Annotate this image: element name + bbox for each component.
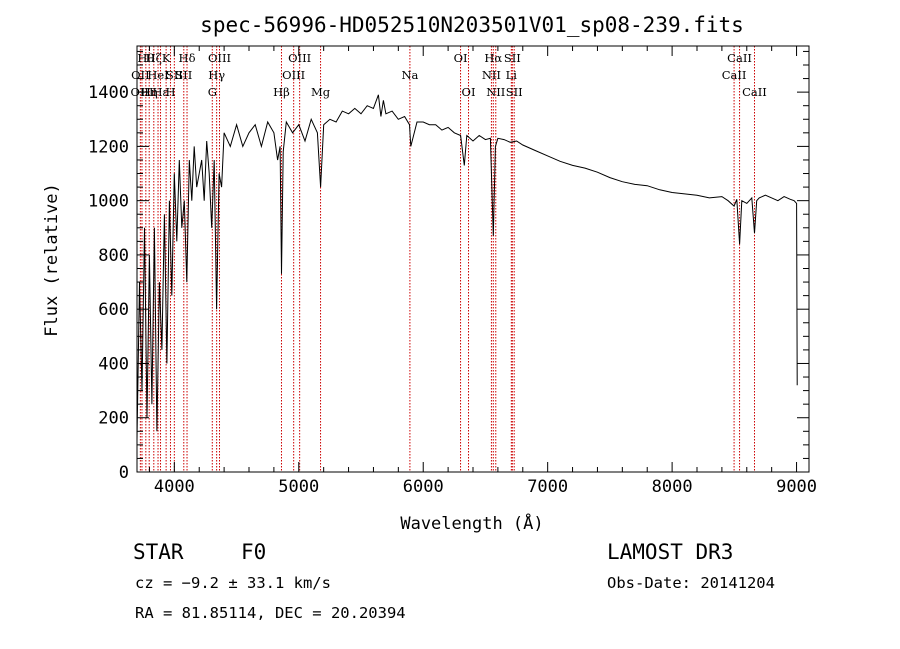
line-marker-label-24: NII: [486, 85, 505, 99]
line-marker-label-23: NII: [482, 68, 501, 82]
line-marker-label-8: H: [165, 85, 175, 99]
line-marker-label-28: CaII: [727, 51, 752, 65]
line-marker-label-27: SII: [506, 85, 523, 99]
line-marker-label-12: OIII: [208, 51, 231, 65]
line-marker-label-6: Hε: [153, 85, 169, 99]
line-marker-label-22: Hα: [484, 51, 502, 65]
y-tick-label-7: 1400: [88, 83, 129, 103]
line-marker-label-30: CaII: [742, 85, 767, 99]
spectrum-series: [136, 94, 798, 440]
line-marker-label-10: Hδ: [179, 51, 196, 65]
x-tick-label-1: 5000: [278, 477, 319, 497]
line-marker-label-1: OIII: [130, 85, 153, 99]
y-tick-label-4: 800: [98, 246, 129, 266]
redshift-velocity: cz = −9.2 ± 33.1 km/s: [135, 574, 331, 592]
y-axis-label: Flux (relative): [42, 183, 62, 337]
line-marker-label-16: OIII: [288, 51, 311, 65]
series-line-spectrum: [136, 94, 798, 440]
line-marker-label-19: Na: [401, 68, 418, 82]
line-marker-label-0: OII: [131, 68, 150, 82]
line-marker-label-14: G: [208, 85, 217, 99]
emission-line-markers: [139, 46, 755, 472]
y-tick-label-5: 1000: [88, 192, 129, 212]
line-marker-label-11: SII: [175, 68, 192, 82]
x-tick-label-2: 6000: [403, 477, 444, 497]
survey-name: LAMOST DR3: [607, 540, 734, 564]
y-tick-label-3: 600: [98, 300, 129, 320]
chart-title: spec-56996-HD052510N203501V01_sp08-239.f…: [200, 13, 744, 37]
line-marker-label-21: OI: [462, 85, 476, 99]
line-marker-label-9: SII: [166, 68, 183, 82]
object-class: STAR: [133, 540, 184, 564]
line-marker-label-20: OI: [454, 51, 468, 65]
coordinates: RA = 81.85114, DEC = 20.20394: [135, 604, 406, 622]
line-marker-label-2: Hθ: [137, 51, 154, 65]
line-marker-label-25: SII: [504, 51, 521, 65]
line-marker-label-26: Li: [506, 68, 518, 82]
observation-date: Obs-Date: 20141204: [607, 574, 775, 592]
x-tick-label-5: 9000: [776, 477, 817, 497]
line-marker-label-15: Hβ: [273, 85, 290, 99]
line-marker-label-13: Hγ: [208, 68, 225, 82]
y-tick-label-1: 200: [98, 409, 129, 429]
line-marker-label-4: Hζ: [146, 51, 162, 65]
line-marker-label-17: OIII: [282, 68, 305, 82]
y-tick-label-6: 1200: [88, 137, 129, 157]
x-tick-label-0: 4000: [154, 477, 195, 497]
axis-ticks: 4000 5000 6000 7000 8000 9000 0 200 400 600 800 100…: [88, 46, 817, 497]
object-subclass: F0: [241, 540, 267, 564]
x-tick-label-4: 8000: [652, 477, 693, 497]
line-marker-label-3: Hη: [141, 85, 158, 99]
line-marker-label-18: Mg: [311, 85, 331, 99]
line-marker-label-29: CaII: [722, 68, 747, 82]
y-tick-label-0: 0: [119, 463, 129, 483]
x-tick-label-3: 7000: [527, 477, 568, 497]
y-tick-label-2: 400: [98, 354, 129, 374]
plot-frame: [136, 45, 810, 473]
line-marker-label-7: K: [162, 51, 171, 65]
line-marker-label-5: HeI: [147, 68, 168, 82]
x-axis-label: Wavelength (Å): [400, 512, 543, 534]
